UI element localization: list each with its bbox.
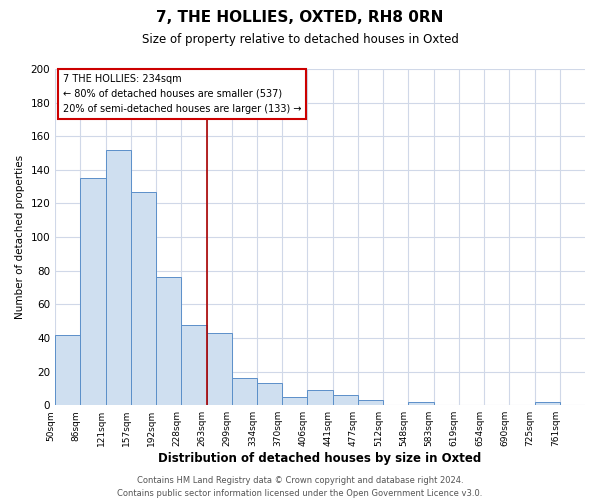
Bar bbox=[307, 390, 332, 405]
Bar bbox=[106, 150, 131, 405]
Text: 7 THE HOLLIES: 234sqm
← 80% of detached houses are smaller (537)
20% of semi-det: 7 THE HOLLIES: 234sqm ← 80% of detached … bbox=[63, 74, 301, 114]
Bar bbox=[409, 402, 434, 405]
Bar bbox=[156, 278, 181, 405]
X-axis label: Distribution of detached houses by size in Oxted: Distribution of detached houses by size … bbox=[158, 452, 482, 465]
Bar bbox=[332, 395, 358, 405]
Bar bbox=[131, 192, 156, 405]
Bar bbox=[358, 400, 383, 405]
Bar bbox=[80, 178, 106, 405]
Text: 7, THE HOLLIES, OXTED, RH8 0RN: 7, THE HOLLIES, OXTED, RH8 0RN bbox=[157, 10, 443, 25]
Text: Size of property relative to detached houses in Oxted: Size of property relative to detached ho… bbox=[142, 32, 458, 46]
Y-axis label: Number of detached properties: Number of detached properties bbox=[15, 155, 25, 319]
Bar bbox=[535, 402, 560, 405]
Bar bbox=[181, 324, 206, 405]
Bar bbox=[282, 397, 307, 405]
Bar bbox=[55, 334, 80, 405]
Bar bbox=[232, 378, 257, 405]
Text: Contains HM Land Registry data © Crown copyright and database right 2024.
Contai: Contains HM Land Registry data © Crown c… bbox=[118, 476, 482, 498]
Bar bbox=[206, 333, 232, 405]
Bar bbox=[257, 384, 282, 405]
